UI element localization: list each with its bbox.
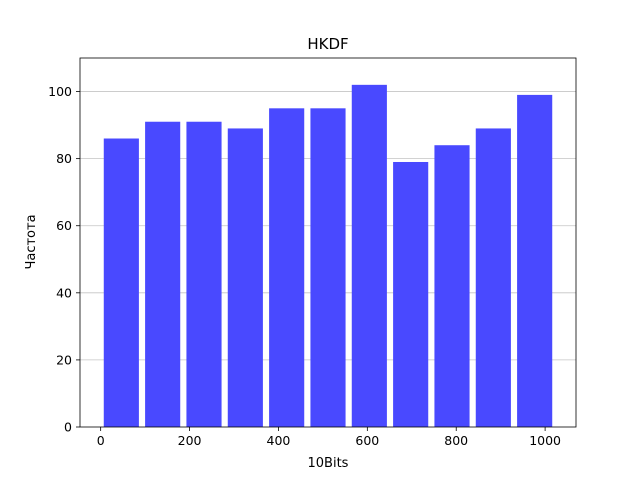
- y-tick-label: 80: [56, 151, 72, 166]
- bar-8: [434, 145, 470, 427]
- bar-5: [310, 108, 346, 428]
- bar-10: [517, 94, 553, 428]
- bar-4: [269, 108, 305, 428]
- x-tick-label: 400: [267, 433, 291, 448]
- bar-2: [186, 121, 222, 428]
- bar-0: [103, 138, 139, 427]
- bar-3: [227, 128, 263, 428]
- y-axis-title: Частота: [24, 214, 39, 269]
- bar-6: [351, 84, 387, 427]
- x-tick-label: 1000: [529, 433, 561, 448]
- bar-7: [393, 161, 429, 427]
- x-tick-label: 600: [355, 433, 379, 448]
- y-axis-ticks: 0 20 40 60 80 100: [48, 84, 80, 435]
- y-tick-label: 40: [56, 285, 72, 300]
- y-tick-label: 60: [56, 218, 72, 233]
- x-tick-label: 800: [444, 433, 468, 448]
- y-tick-label: 0: [64, 420, 72, 435]
- y-tick-label: 20: [56, 352, 72, 367]
- y-tick-label: 100: [48, 84, 72, 99]
- x-axis-ticks: 0 200 400 600 800 1000: [97, 427, 561, 448]
- bars: [103, 84, 553, 428]
- bar-9: [475, 128, 511, 428]
- x-tick-label: 200: [178, 433, 202, 448]
- x-axis-title: 10Bits: [308, 456, 349, 471]
- bar-1: [145, 121, 181, 428]
- plot-frame: [79, 57, 577, 428]
- chart-title: HKDF: [307, 35, 348, 53]
- x-tick-label: 0: [97, 433, 105, 448]
